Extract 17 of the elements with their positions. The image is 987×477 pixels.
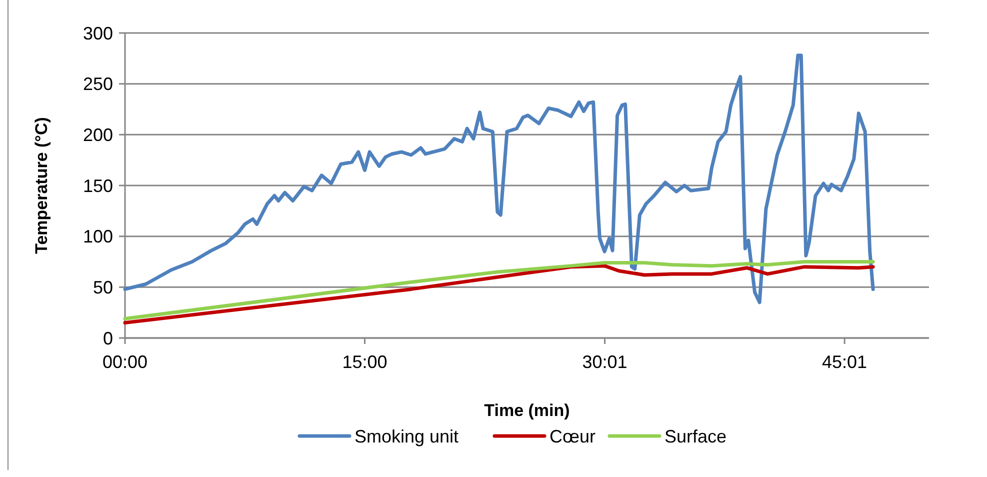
- y-tick-label: 300: [82, 23, 113, 44]
- x-tick-label: 00:00: [102, 352, 148, 372]
- line-series: [123, 54, 875, 304]
- y-tick-label: 150: [82, 176, 113, 196]
- y-tick-label: 50: [92, 277, 113, 298]
- x-tick-label: 15:00: [342, 352, 388, 372]
- legend-label: Smoking unit: [354, 426, 459, 446]
- legend-label: Surface: [664, 426, 727, 446]
- x-axis-title: Time (min): [484, 401, 570, 420]
- y-tick-label: 250: [82, 74, 113, 94]
- y-tick-label: 100: [82, 226, 113, 247]
- y-tick-label: 0: [102, 328, 113, 348]
- legend-label: Cœur: [550, 426, 596, 446]
- x-tick-label: 45:01: [822, 352, 868, 372]
- x-tick-label: 30:01: [582, 352, 628, 372]
- y-tick-label: 200: [82, 124, 113, 145]
- y-axis-title: Temperature (°C): [32, 117, 51, 254]
